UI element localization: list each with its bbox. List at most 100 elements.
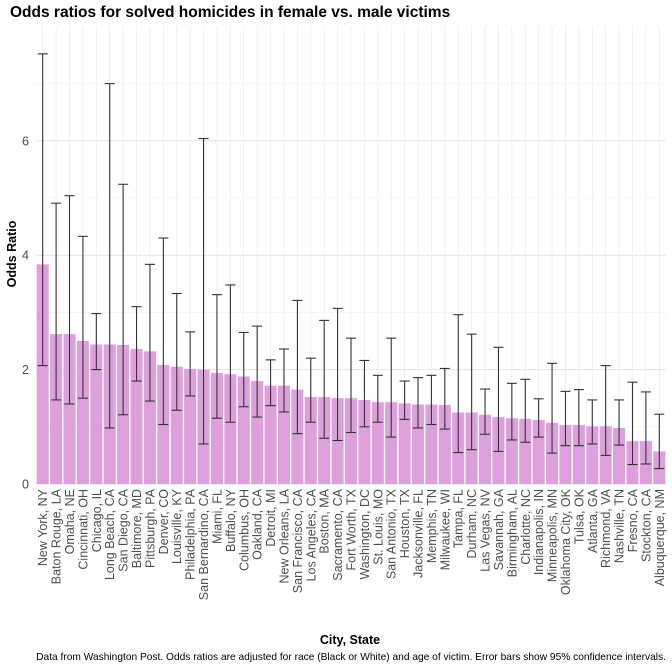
y-tick-label: 4 (22, 249, 29, 263)
error-bar (332, 307, 343, 442)
x-tick-label: Charlotte, NC (519, 489, 533, 565)
error-bar (493, 346, 504, 452)
error-bar (453, 314, 464, 454)
x-tick-label: Baton Rouge, LA (50, 488, 64, 584)
x-tick-label: San Francisco, CA (291, 488, 305, 593)
x-tick-label: Savannah, GA (492, 488, 506, 570)
error-bar (252, 325, 263, 418)
error-bar (292, 299, 303, 435)
y-tick-label: 0 (22, 478, 29, 492)
error-bar (278, 348, 289, 413)
x-tick-label: Cincinnati, OH (76, 489, 90, 570)
error-bar (171, 292, 182, 411)
x-tick-label: Pittsburgh, PA (143, 488, 157, 568)
x-tick-label: Sacramento, CA (331, 488, 345, 580)
x-tick-label: Washington, DC (358, 489, 372, 580)
error-bar (185, 331, 196, 397)
error-bar (77, 235, 88, 399)
x-tick-label: Chicago, IL (90, 489, 104, 552)
error-bar (144, 263, 155, 402)
error-bar (104, 83, 115, 429)
x-tick-label: Richmond, VA (599, 488, 613, 568)
error-bars (37, 53, 665, 470)
x-tick-label: Baltimore, MD (130, 489, 144, 568)
x-tick-label: Indianapolis, IN (532, 489, 546, 575)
bar (398, 403, 411, 484)
error-bar (413, 377, 424, 429)
error-bar (37, 53, 48, 367)
bar (344, 398, 358, 484)
bar (505, 418, 518, 484)
bar (184, 369, 197, 484)
error-bar (372, 374, 383, 423)
bar (318, 397, 331, 484)
x-tick-label: Birmingham, AL (505, 489, 519, 577)
x-tick-label: Las Vegas, NV (479, 488, 493, 571)
x-tick-label: Louisville, KY (170, 488, 184, 564)
error-bar (560, 390, 571, 447)
x-tick-label: Buffalo, NY (224, 488, 238, 552)
error-bar (64, 195, 75, 405)
bar (90, 344, 103, 484)
error-bar (439, 367, 450, 430)
error-bar (587, 399, 598, 445)
error-bar (520, 378, 531, 443)
bar (331, 398, 344, 484)
x-tick-label: Long Beach, CA (103, 488, 117, 580)
x-tick-label: Nashville, TN (613, 489, 627, 563)
bar (143, 351, 156, 484)
error-bar (627, 381, 638, 466)
x-tick-label: Columbus, OH (237, 489, 251, 571)
x-tick-label: Miami, FL (210, 489, 224, 544)
error-bar (238, 331, 249, 408)
bar (237, 376, 250, 484)
y-axis-title: Odds Ratio (5, 220, 19, 287)
bar (277, 385, 291, 484)
bar (251, 381, 264, 484)
error-bar (118, 183, 129, 416)
error-bar (480, 388, 491, 435)
x-tick-label: Philadelphia, PA (184, 488, 198, 579)
x-tick-label: Tampa, FL (452, 489, 466, 548)
bar (36, 264, 49, 484)
error-bar (506, 382, 517, 441)
x-tick-label: Denver, CO (157, 489, 171, 555)
x-tick-label: Oklahoma City, OK (559, 488, 573, 595)
x-axis-ticks: New York, NY Baton Rouge, LA Omaha, NE Cinc… (36, 488, 667, 600)
y-tick-label: 6 (22, 134, 29, 148)
bar (358, 399, 371, 484)
x-tick-label: Milwaukee, WI (438, 489, 452, 570)
error-bar (265, 359, 276, 407)
error-bar (211, 294, 222, 419)
error-bar (359, 359, 370, 428)
error-bar (225, 284, 236, 423)
bar (519, 418, 532, 484)
bar (572, 425, 585, 484)
error-bar (533, 398, 544, 438)
x-axis-title: City, State (320, 633, 380, 647)
x-tick-label: Omaha, NE (63, 489, 77, 554)
x-tick-label: Fresno, CA (626, 488, 640, 552)
chart-caption: Data from Washington Post. Odds ratios a… (36, 652, 666, 663)
bar (586, 426, 599, 484)
bar (613, 427, 626, 484)
bar (479, 414, 492, 484)
bars (36, 264, 666, 484)
error-bar (198, 137, 209, 445)
x-tick-label: Houston, TX (398, 488, 412, 558)
error-bar (614, 399, 625, 446)
x-tick-label: Atlanta, GA (586, 488, 600, 553)
bar (411, 404, 425, 484)
bar (291, 389, 304, 484)
error-bar (158, 237, 169, 426)
bar (130, 349, 143, 484)
error-bar (346, 337, 356, 434)
chart-title: Odds ratios for solved homicides in fema… (10, 4, 451, 21)
bar (210, 373, 223, 484)
x-tick-label: Durham, NC (465, 489, 479, 558)
x-tick-label: Memphis, TN (425, 489, 439, 563)
error-bar (426, 374, 437, 426)
x-tick-label: Detroit, MI (264, 489, 278, 547)
bar (50, 334, 63, 484)
error-bar (547, 362, 558, 454)
